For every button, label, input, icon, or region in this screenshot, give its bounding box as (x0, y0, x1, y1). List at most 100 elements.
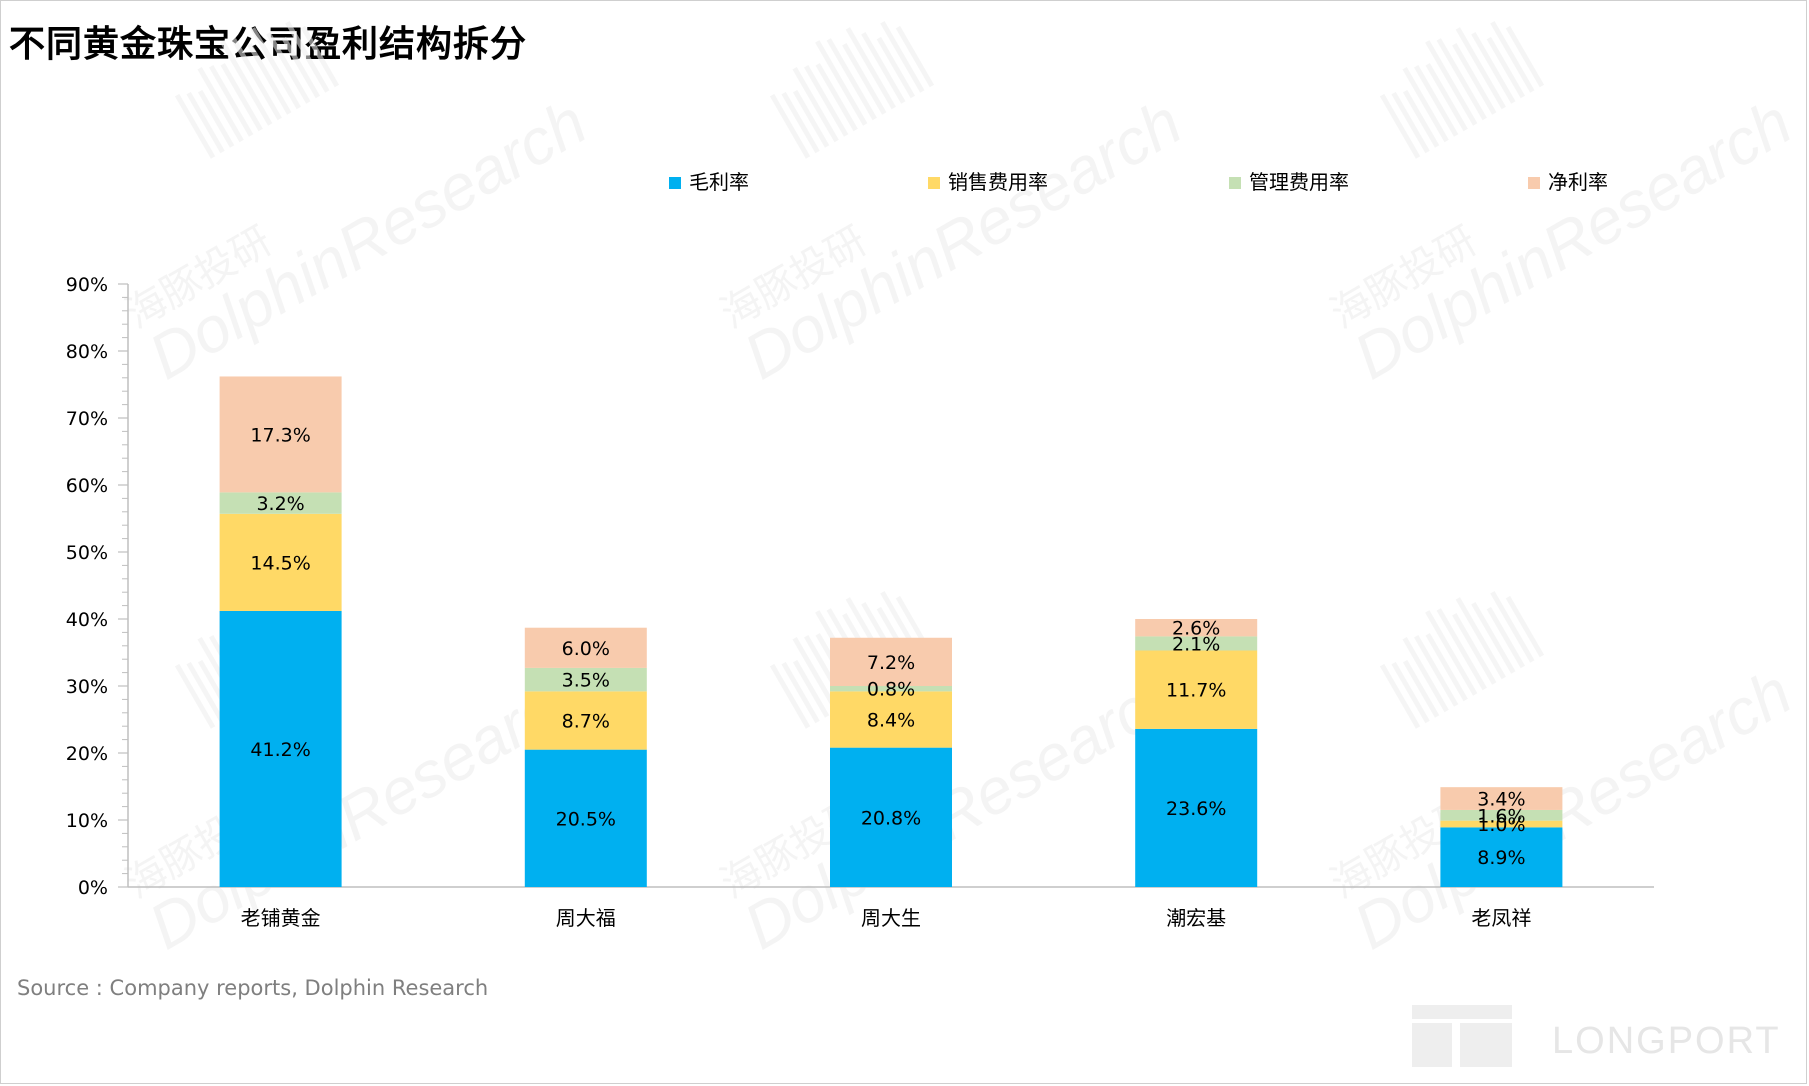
y-tick-label: 90% (66, 274, 108, 296)
watermark-bar-glyph (1379, 93, 1421, 159)
watermark-bar-glyph (250, 27, 301, 110)
watermark-bar-glyph (1425, 610, 1478, 696)
data-label-gross-margin: 8.9% (1477, 847, 1525, 869)
watermark-bar-glyph (281, 36, 321, 99)
watermark-en: DolphinResearch (1342, 655, 1803, 963)
watermark-bar-glyph (1391, 661, 1430, 724)
watermark-bar-glyph (285, 20, 330, 93)
longport-logo-mark (1412, 1005, 1512, 1067)
watermark-bar-glyph (804, 64, 849, 137)
data-label-admin-expense: 0.8% (867, 679, 915, 701)
watermark-bar-glyph (1471, 601, 1516, 674)
data-label-admin-expense: 1.6% (1477, 805, 1525, 827)
bar-segment-net-margin (1440, 787, 1563, 810)
legend-swatch (669, 177, 681, 189)
watermark-bar-glyph (1425, 632, 1468, 702)
legend-item-admin-expense: 管理费用率 (1229, 170, 1349, 194)
x-tick-label: 老凤祥 (1471, 906, 1531, 930)
watermark-bar-glyph (1379, 663, 1421, 729)
x-tick-label: 周大福 (556, 906, 616, 930)
watermark-bar-glyph (1490, 590, 1535, 663)
y-tick-label: 30% (66, 676, 108, 698)
axis-layer: 0% 10% 20% 30% 40% 50% 60% 70% 80% 90% 老铺黄金 周大福 周大生 潮… (66, 274, 1654, 930)
legend-swatch (1229, 177, 1241, 189)
watermark-bar-glyph (1414, 64, 1459, 137)
bar-segment-selling-expense (524, 691, 647, 750)
source-note: Source : Company reports, Dolphin Resear… (17, 976, 489, 1000)
watermark-bar-glyph (1455, 597, 1506, 680)
watermark-bar-glyph (247, 42, 292, 115)
longport-logo: LONGPORT (1412, 1005, 1781, 1067)
watermark-bar-glyph (209, 64, 254, 137)
data-label-gross-margin: 23.6% (1166, 798, 1226, 820)
watermark-bar-glyph (220, 62, 263, 132)
watermark-bar-glyph (792, 659, 830, 718)
y-tick-label: 70% (66, 408, 108, 430)
watermark-bar-glyph (1452, 612, 1497, 685)
bar-segment-admin-expense (219, 492, 342, 514)
watermark-bar-glyph (792, 67, 839, 143)
legend-item-gross-margin: 毛利率 (669, 170, 749, 194)
data-label-net-margin: 3.4% (1477, 789, 1525, 811)
data-label-admin-expense: 3.2% (256, 493, 304, 515)
labels-layer: 41.2% 14.5% 3.2% 17.3% 20.5% 8.7% 3.5% 6.0% 20.8… (250, 424, 1525, 869)
watermark-en: DolphinResearch (732, 85, 1193, 393)
y-tick-label: 50% (66, 542, 108, 564)
bar-segment-admin-expense (524, 667, 647, 692)
watermark-bar-glyph (1425, 62, 1468, 132)
legend-label: 净利率 (1548, 170, 1608, 194)
watermark-bar-glyph (895, 25, 935, 88)
data-label-admin-expense: 2.1% (1172, 633, 1220, 655)
watermark-bar-glyph (1505, 595, 1545, 658)
watermark-bar-glyph (174, 93, 216, 159)
bar-segment-selling-expense (1440, 820, 1563, 828)
watermark-bar-glyph (826, 38, 877, 121)
y-tick-label: 10% (66, 810, 108, 832)
watermark-bar-glyph (1402, 67, 1449, 143)
bar-segment-net-margin (830, 637, 952, 686)
legend-label: 毛利率 (689, 170, 749, 194)
x-tick-label: 老铺黄金 (241, 906, 321, 930)
x-tick-label: 潮宏基 (1166, 906, 1226, 930)
watermark-bar-glyph (220, 40, 273, 126)
legend-label: 管理费用率 (1249, 170, 1349, 194)
data-label-net-margin: 2.6% (1172, 618, 1220, 640)
watermark-bar-glyph (186, 91, 225, 154)
watermark-en: DolphinResearch (137, 85, 598, 393)
bar-segment-selling-expense (830, 691, 952, 748)
data-label-selling-expense: 1.0% (1477, 814, 1525, 836)
data-label-net-margin: 7.2% (867, 652, 915, 674)
watermark-bar-glyph (1486, 36, 1526, 99)
watermark-bar-glyph (1391, 91, 1430, 154)
watermark-bar-glyph (1455, 27, 1506, 110)
y-tick-label: 0% (78, 877, 108, 899)
watermark-bar-glyph (1471, 31, 1516, 104)
data-label-gross-margin: 20.5% (556, 808, 616, 830)
data-label-selling-expense: 14.5% (250, 552, 310, 574)
data-label-net-margin: 17.3% (250, 424, 310, 446)
y-tick-label: 40% (66, 609, 108, 631)
watermark-bar-glyph (1452, 42, 1497, 115)
bar-segment-admin-expense (1440, 809, 1563, 821)
watermark-bar-glyph (769, 93, 811, 159)
y-tick-label: 20% (66, 743, 108, 765)
bar-segment-net-margin (1135, 619, 1258, 637)
legend: 毛利率 销售费用率 管理费用率 净利率 (669, 170, 1608, 194)
x-tick-label: 周大生 (861, 906, 921, 930)
bar-segment-net-margin (219, 376, 342, 493)
watermark-bar-glyph (1402, 659, 1440, 718)
bar-segment-net-margin (524, 627, 647, 668)
watermark-bar-glyph (769, 663, 811, 729)
watermark-bar-glyph (174, 663, 216, 729)
watermark-bar-glyph (1425, 40, 1478, 126)
longport-logo-text: LONGPORT (1552, 1020, 1781, 1062)
watermark-bar-glyph (815, 40, 868, 126)
bar-segment-gross-margin (1135, 728, 1258, 887)
watermark-bar-glyph (1402, 89, 1440, 148)
watermark-bar-glyph (1414, 634, 1459, 707)
watermark-bar-glyph (1490, 20, 1535, 93)
